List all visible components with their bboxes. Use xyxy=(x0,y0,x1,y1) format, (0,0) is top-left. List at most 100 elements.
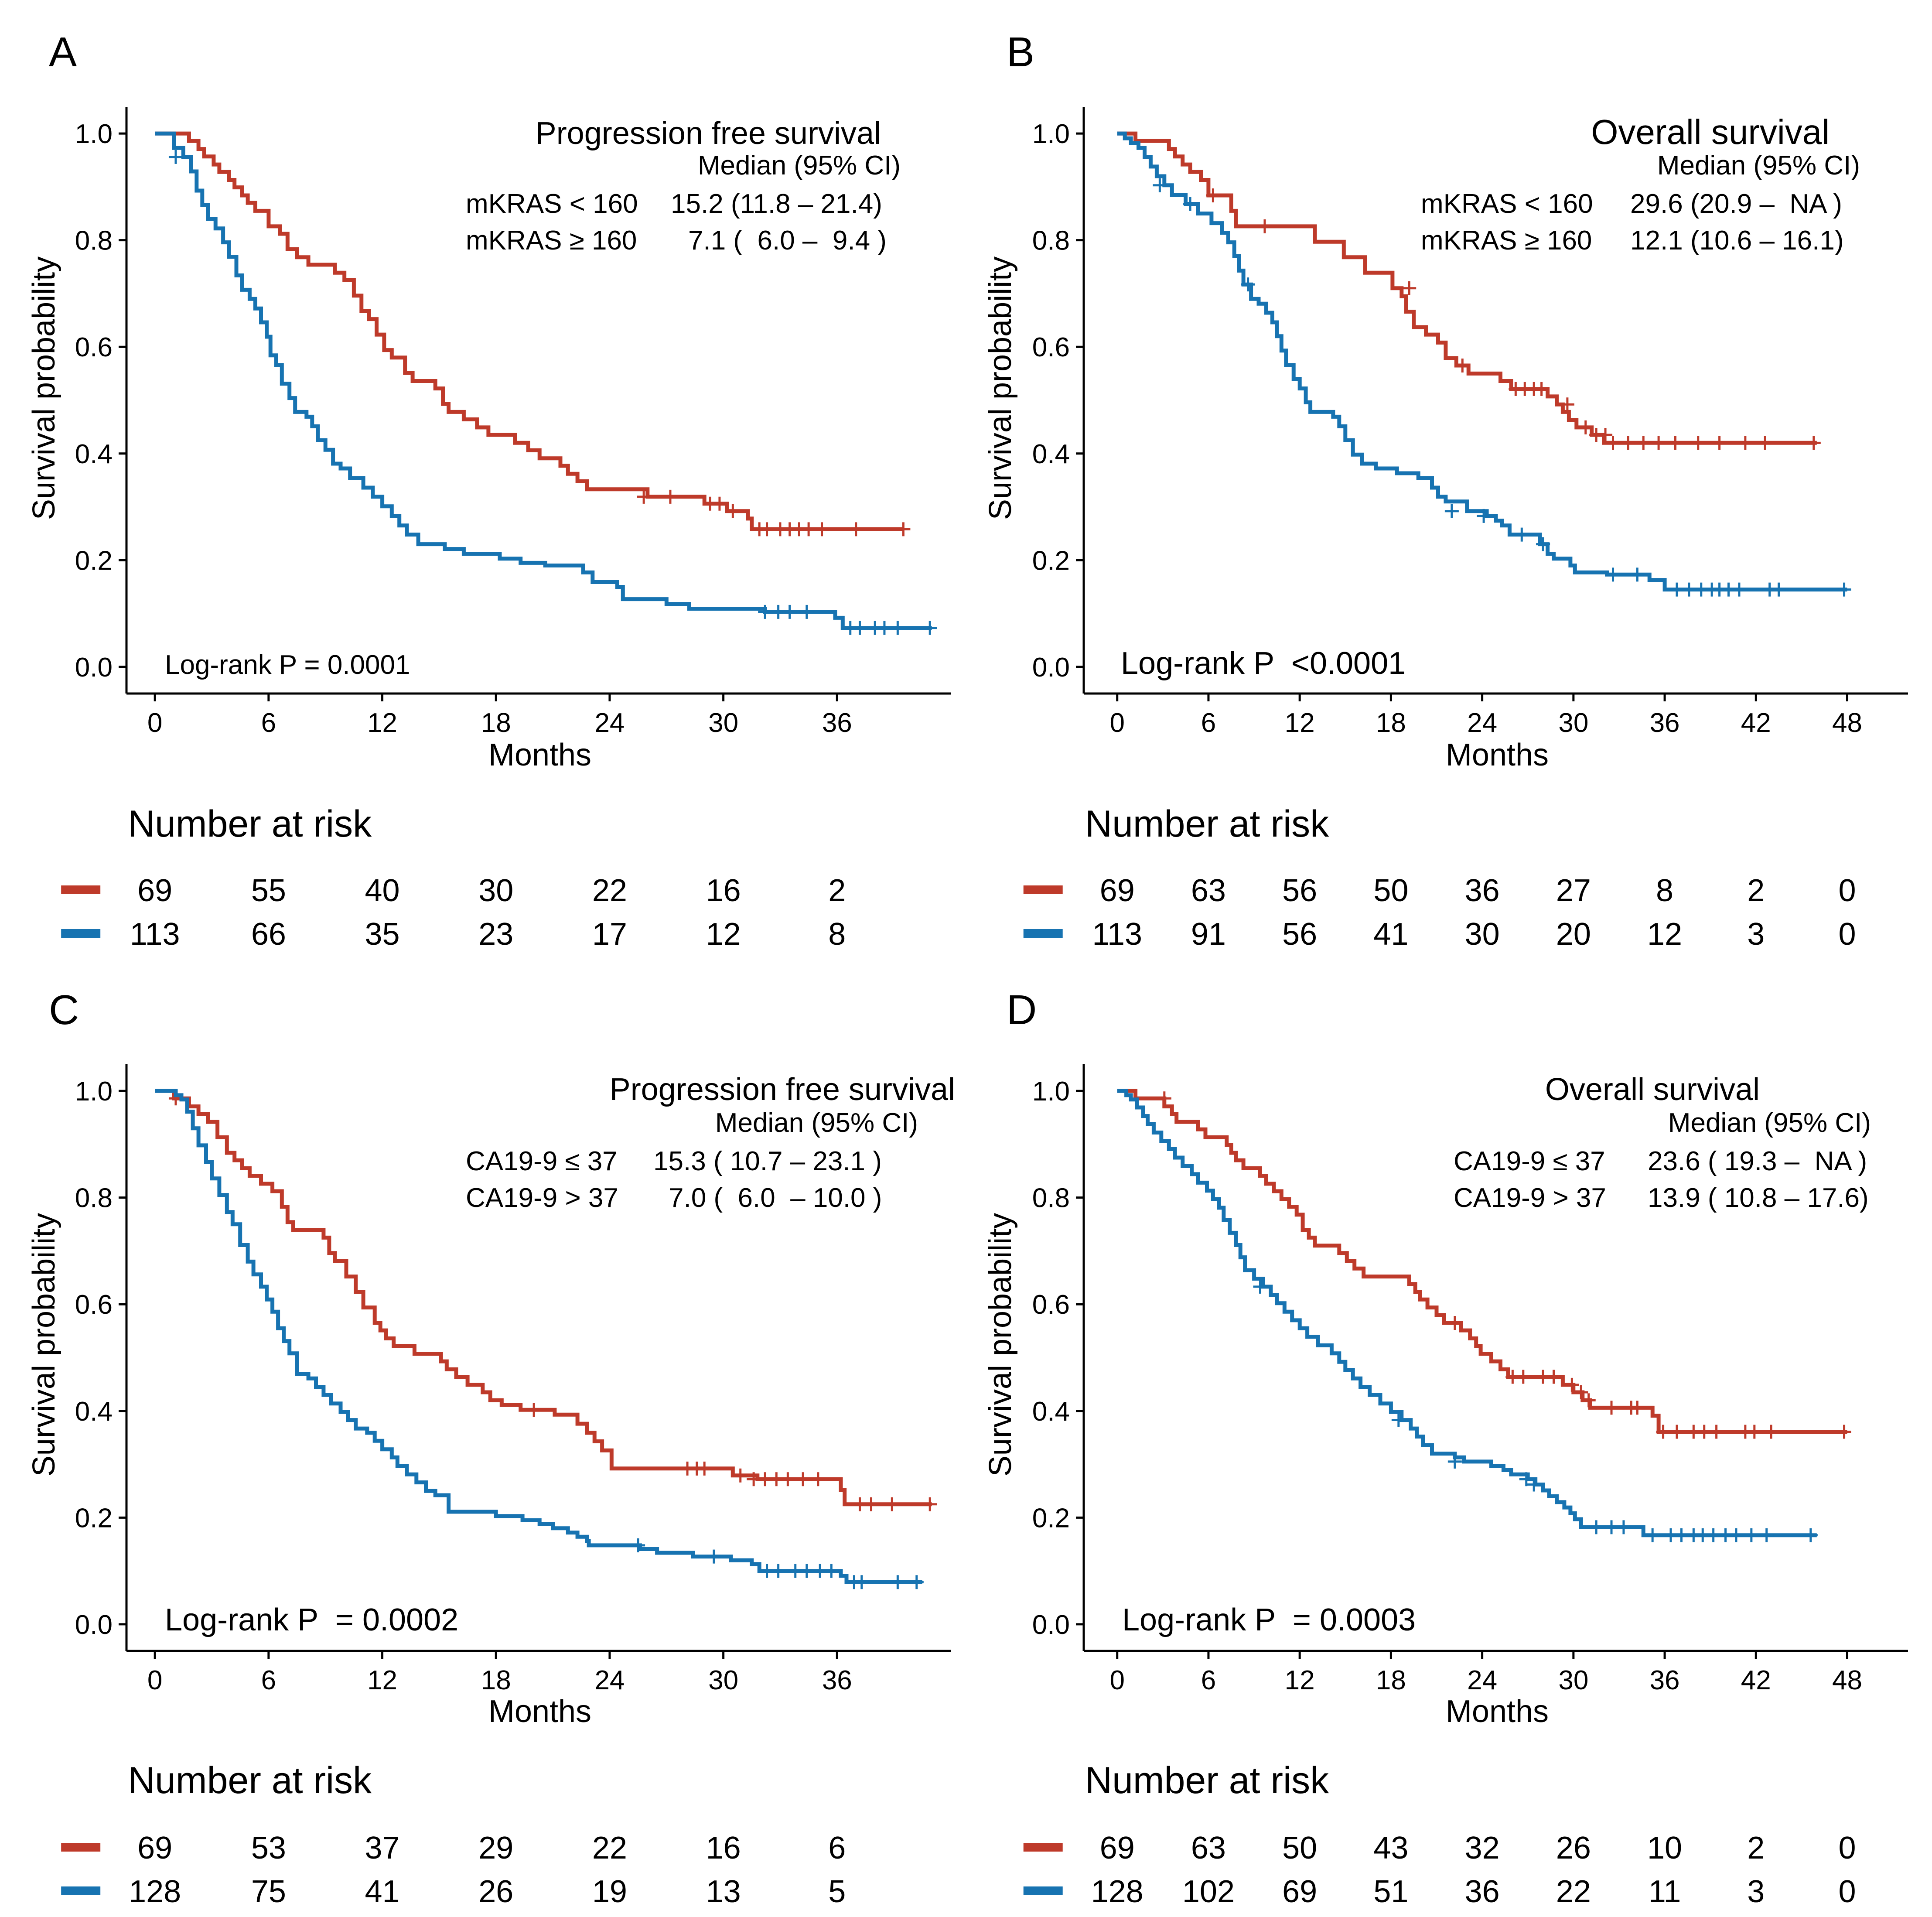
plot-title: Overall survival xyxy=(1591,113,1830,151)
censor-mark-high xyxy=(1515,527,1529,542)
y-tick-label: 0.4 xyxy=(1032,1397,1070,1427)
censor-mark-high xyxy=(1616,1520,1631,1534)
censor-mark-low xyxy=(733,1468,748,1483)
censor-mark-high xyxy=(707,1549,721,1564)
censor-mark-low xyxy=(1764,1425,1778,1439)
risk-count: 50 xyxy=(1373,873,1408,908)
censor-mark-low xyxy=(1598,427,1613,442)
y-tick-label: 0.4 xyxy=(75,1397,113,1427)
risk-count: 56 xyxy=(1282,873,1317,908)
panel-label: B xyxy=(1007,29,1034,75)
censor-mark-low xyxy=(1157,1091,1171,1106)
censor-mark-low xyxy=(1604,1401,1619,1415)
legend-label-high: CA19-9 > 37 xyxy=(1454,1183,1606,1213)
x-tick-label: 24 xyxy=(594,708,625,738)
y-tick-label: 1.0 xyxy=(1032,119,1070,149)
risk-count: 113 xyxy=(1092,917,1142,952)
censor-mark-low xyxy=(1668,436,1683,450)
censor-mark-high xyxy=(631,1538,645,1552)
censor-mark-low xyxy=(1455,359,1470,373)
censor-mark-high xyxy=(1732,582,1746,597)
y-tick-label: 0.8 xyxy=(75,1183,113,1213)
km-curve-low xyxy=(155,131,904,531)
censor-mark-low xyxy=(1606,436,1620,450)
censor-mark-low xyxy=(815,522,829,536)
censor-mark-high xyxy=(771,1564,785,1578)
x-tick-label: 6 xyxy=(1201,1665,1216,1695)
censor-mark-low xyxy=(1206,188,1220,202)
censor-mark-low xyxy=(1565,1377,1579,1392)
censor-mark-low xyxy=(1697,1425,1711,1439)
risk-count: 16 xyxy=(706,873,741,908)
risk-count: 69 xyxy=(1100,1831,1135,1866)
censor-mark-low xyxy=(1691,436,1705,450)
risk-count: 102 xyxy=(1182,1874,1235,1909)
risk-count: 41 xyxy=(1373,917,1408,952)
x-tick-label: 36 xyxy=(1650,708,1680,738)
censor-mark-low xyxy=(1738,436,1752,450)
y-tick-label: 0.4 xyxy=(1032,439,1070,469)
y-tick-label: 0.8 xyxy=(1032,226,1070,256)
km-curve-high xyxy=(155,131,932,630)
risk-count: 66 xyxy=(251,917,286,952)
panel-c: C Survival probability Months Progressio… xyxy=(27,987,955,1909)
censor-mark-low xyxy=(1516,1370,1530,1384)
censor-mark-high xyxy=(799,1564,814,1578)
risk-count: 8 xyxy=(828,917,846,952)
censor-mark-low xyxy=(1837,1425,1851,1439)
censor-mark-low xyxy=(1656,1425,1670,1439)
risk-count: 26 xyxy=(478,1874,513,1909)
x-tick-label: 18 xyxy=(481,1665,511,1695)
x-tick-label: 12 xyxy=(1285,708,1315,738)
risk-count: 36 xyxy=(1465,873,1500,908)
plot-title: Progression free survival xyxy=(536,116,881,151)
y-axis-title: Survival probability xyxy=(27,256,61,520)
censor-mark-high xyxy=(1444,504,1459,518)
censor-mark-high xyxy=(1674,1528,1689,1542)
legend-median-low: 15.2 (11.8 – 21.4) xyxy=(671,189,882,219)
x-axis-title: Months xyxy=(488,738,591,772)
panel-d: D Survival probability Months Overall su… xyxy=(983,987,1908,1909)
censor-mark-low xyxy=(760,522,774,536)
x-tick-label: 0 xyxy=(1109,1665,1124,1695)
km-curve-high xyxy=(155,1089,922,1584)
risk-count: 40 xyxy=(365,873,400,908)
plot-title: Overall survival xyxy=(1545,1072,1760,1107)
pvalue-text: Log-rank P <0.0001 xyxy=(1121,646,1406,681)
censor-mark-high xyxy=(891,1575,905,1589)
legend-label-high: CA19-9 > 37 xyxy=(466,1183,618,1213)
x-tick-label: 48 xyxy=(1832,1665,1862,1695)
y-tick-label: 0.6 xyxy=(75,332,113,362)
y-tick-label: 0.8 xyxy=(1032,1183,1070,1213)
x-axis-title: Months xyxy=(1446,738,1549,772)
risk-count: 113 xyxy=(130,917,180,952)
risk-count: 0 xyxy=(1838,873,1856,908)
median-header: Median (95% CI) xyxy=(1668,1108,1871,1138)
censor-mark-high xyxy=(1645,1528,1660,1542)
risk-count: 17 xyxy=(592,917,627,952)
risk-count: 10 xyxy=(1647,1831,1682,1866)
censor-mark-high xyxy=(909,1575,924,1589)
censor-mark-low xyxy=(726,504,740,518)
legend-label-high: mKRAS ≥ 160 xyxy=(466,226,637,256)
x-tick-label: 0 xyxy=(147,708,162,738)
risk-count: 8 xyxy=(1656,873,1673,908)
risk-count: 27 xyxy=(1556,873,1591,908)
panel-a: A Survival probability Months Progressio… xyxy=(27,29,951,952)
x-tick-label: 24 xyxy=(1467,708,1497,738)
x-tick-label: 18 xyxy=(1376,1665,1406,1695)
risk-count: 22 xyxy=(592,1831,627,1866)
legend-median-high: 13.9 ( 10.8 – 17.6) xyxy=(1648,1183,1869,1213)
risk-count: 26 xyxy=(1556,1831,1591,1866)
risk-count: 3 xyxy=(1747,1874,1765,1909)
y-tick-label: 0.2 xyxy=(1032,546,1070,576)
x-tick-label: 24 xyxy=(1467,1665,1497,1695)
panel-b: B Survival probability Months Overall su… xyxy=(983,29,1908,952)
censor-mark-low xyxy=(1546,1370,1561,1384)
risk-count: 19 xyxy=(592,1874,627,1909)
x-tick-label: 12 xyxy=(367,1665,397,1695)
risk-count: 6 xyxy=(828,1831,846,1866)
censor-mark-high xyxy=(854,1575,869,1589)
risk-count: 41 xyxy=(365,1874,400,1909)
legend-median-low: 23.6 ( 19.3 – NA ) xyxy=(1648,1146,1867,1176)
